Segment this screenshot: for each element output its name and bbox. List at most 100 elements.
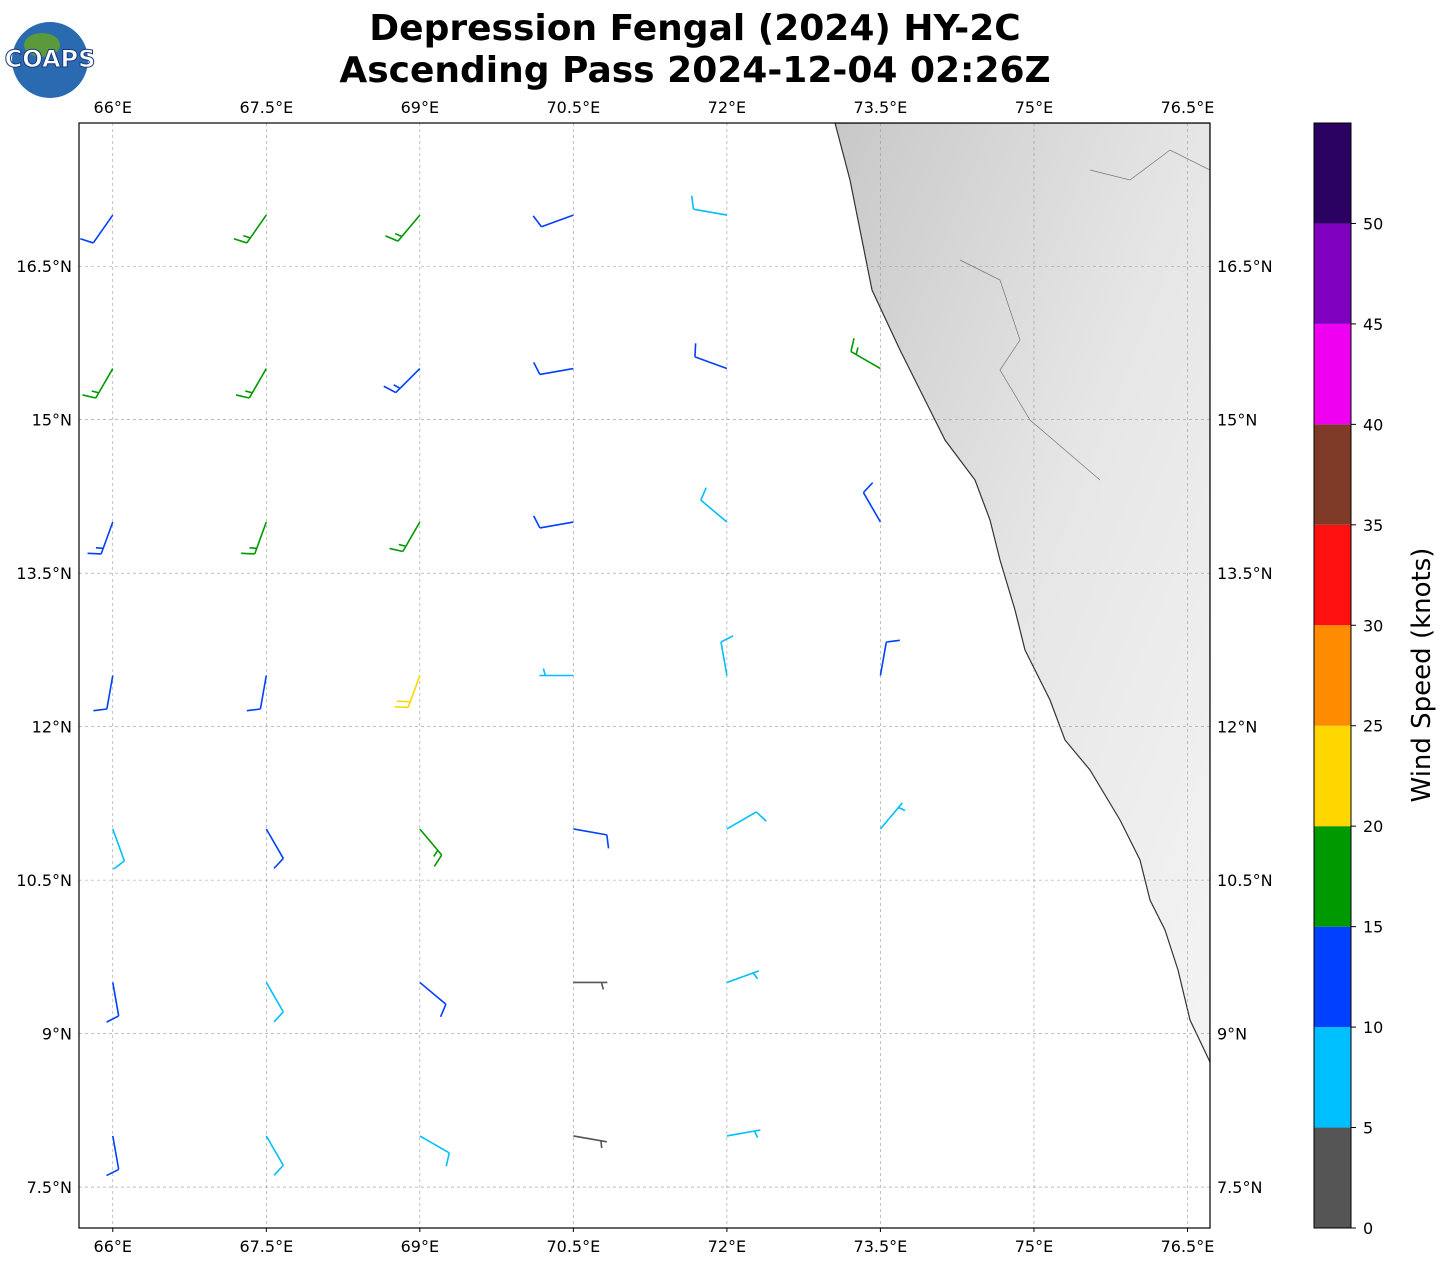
map-area: [79, 123, 1210, 1228]
map-frame: [78, 122, 1211, 1229]
wind-barb: [862, 482, 882, 523]
y-tick-label: 15°N: [32, 411, 72, 430]
colorbar-bin: [1314, 1027, 1351, 1128]
land: [834, 123, 1210, 1063]
chart-subtitle: Ascending Pass 2024-12-04 02:26Z: [339, 50, 1050, 91]
wind-barb: [573, 1135, 607, 1149]
y-tick-label: 12°N: [32, 718, 72, 737]
wind-barb: [265, 828, 284, 869]
y-tick-label-right: 15°N: [1217, 411, 1257, 430]
colorbar-tick-label: 0: [1363, 1219, 1373, 1238]
colorbar-tick-label: 5: [1363, 1119, 1373, 1138]
wind-barb: [265, 982, 284, 1023]
border: [959, 259, 1101, 481]
x-tick-label: 67.5°E: [239, 1237, 293, 1256]
wind-barb: [112, 828, 126, 870]
wind-barb: [879, 639, 900, 676]
wind-barb: [726, 811, 767, 830]
logo-text: COAPS: [5, 45, 96, 73]
wind-barb: [389, 521, 421, 553]
chart-title: Depression Fengal (2024) HY-2C: [369, 8, 1020, 49]
wind-barb: [235, 368, 267, 399]
x-tick-label: 66°E: [94, 1237, 132, 1256]
wind-barb: [694, 343, 728, 370]
wind-barb: [539, 668, 574, 677]
logo: COAPS: [4, 22, 96, 98]
x-tick-label-top: 72°E: [708, 98, 746, 117]
wind-barb: [726, 1129, 761, 1138]
y-tick-label: 13.5°N: [16, 564, 72, 583]
y-tick-label-right: 10.5°N: [1217, 871, 1273, 890]
wind-barb: [850, 338, 881, 370]
colorbar-bin: [1314, 323, 1351, 425]
border: [1089, 149, 1210, 181]
x-tick-label-top: 75°E: [1015, 98, 1053, 117]
wind-barb: [394, 675, 421, 709]
wind-barb: [532, 361, 574, 376]
wind-barb: [532, 515, 574, 529]
wind-barb: [419, 1135, 451, 1167]
x-tick-label: 75°E: [1015, 1237, 1053, 1256]
colorbar-tick-label: 50: [1363, 214, 1383, 233]
wind-barb: [106, 1135, 120, 1177]
wind-barb: [690, 195, 728, 216]
x-tick-label: 73.5°E: [854, 1237, 908, 1256]
y-tick-label-right: 7.5°N: [1217, 1178, 1262, 1197]
x-tick-label: 72°E: [708, 1237, 746, 1256]
colorbar-bin: [1314, 524, 1351, 626]
y-tick-label: 9°N: [42, 1025, 72, 1044]
wind-barb: [879, 802, 906, 830]
x-tick-label: 76.5°E: [1161, 1237, 1215, 1256]
colorbar-tick-label: 10: [1363, 1018, 1383, 1037]
x-tick-label-top: 70.5°E: [546, 98, 600, 117]
y-tick-label: 16.5°N: [16, 257, 72, 276]
wind-barb: [720, 635, 734, 676]
wind-barb: [241, 521, 268, 555]
x-tick-label: 69°E: [401, 1237, 439, 1256]
wind-barb: [532, 214, 574, 228]
x-tick-label-top: 76.5°E: [1161, 98, 1215, 117]
y-tick-label-right: 9°N: [1217, 1025, 1247, 1044]
colorbar-tick-label: 25: [1363, 717, 1383, 736]
colorbar-bin: [1314, 926, 1351, 1028]
colorbar-label: Wind Speed (knots): [1407, 548, 1437, 803]
colorbar-tick-label: 15: [1363, 918, 1383, 937]
wind-barb: [419, 981, 447, 1018]
colorbar-tick-label: 20: [1363, 817, 1383, 836]
wind-barb: [106, 982, 120, 1023]
wind-barb: [93, 675, 114, 712]
x-tick-label-top: 67.5°E: [239, 98, 293, 117]
wind-barb: [700, 487, 728, 523]
logo-land: [24, 33, 60, 57]
colorbar-bin: [1314, 725, 1351, 827]
wind-barb: [573, 981, 608, 990]
colorbar-bin: [1314, 625, 1351, 726]
wind-barb: [573, 828, 610, 849]
wind-barb: [383, 367, 421, 394]
x-tick-label: 70.5°E: [546, 1237, 600, 1256]
wind-barb: [385, 214, 421, 242]
x-tick-label-top: 66°E: [94, 98, 132, 117]
y-tick-label: 7.5°N: [27, 1178, 72, 1197]
wind-barb: [80, 214, 114, 244]
wind-barb: [265, 1135, 284, 1176]
x-tick-label-top: 73.5°E: [854, 98, 908, 117]
colorbar-frame: [1313, 122, 1352, 1229]
colorbar-bin: [1314, 223, 1351, 324]
y-tick-label: 10.5°N: [16, 871, 72, 890]
colorbar-tick-label: 45: [1363, 315, 1383, 334]
wind-barb: [87, 521, 114, 555]
wind-barb: [233, 214, 267, 244]
colorbar-bin: [1314, 424, 1351, 525]
wind-barb: [246, 675, 268, 712]
colorbar-bin: [1314, 123, 1351, 224]
colorbar-tick-label: 40: [1363, 415, 1383, 434]
x-tick-label-top: 69°E: [401, 98, 439, 117]
wind-barb: [419, 828, 443, 867]
wind-barb: [82, 368, 114, 399]
colorbar-tick-label: 35: [1363, 516, 1383, 535]
y-tick-label-right: 12°N: [1217, 718, 1257, 737]
colorbar-tick-label: 30: [1363, 616, 1383, 635]
wind-barb: [726, 970, 760, 984]
